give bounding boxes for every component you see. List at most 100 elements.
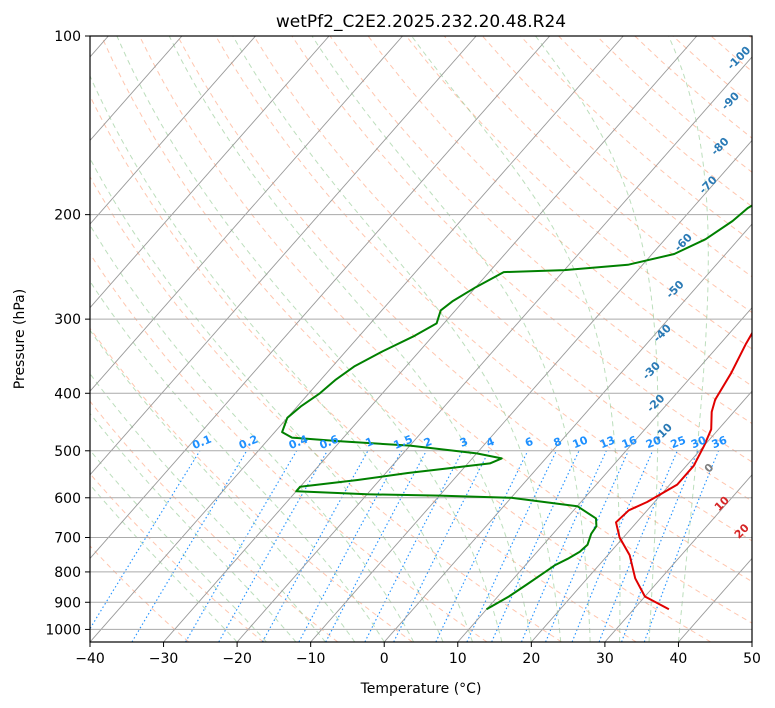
isotherm-line <box>163 36 698 642</box>
mixing-ratio-line <box>90 450 201 630</box>
mixing-ratio-label: 6 <box>523 435 535 450</box>
dry-adiabat-line <box>748 36 752 40</box>
moist-adiabat-line <box>411 36 621 642</box>
mixing-ratio-label: 4 <box>484 435 496 450</box>
isotherm-line <box>530 390 752 642</box>
moist-adiabat-line <box>90 74 473 642</box>
sounding-series <box>281 204 752 611</box>
x-axis-label: Temperature (°C) <box>360 681 482 697</box>
dry-adiabat-line <box>90 400 339 642</box>
y-tick-label: 900 <box>54 595 81 611</box>
y-tick-label: 800 <box>54 565 81 581</box>
dry-adiabat-line <box>443 36 752 314</box>
mixing-ratio-line <box>520 450 607 642</box>
dry-adiabat-line <box>558 36 752 208</box>
moist-adiabat-label: -60 <box>672 231 695 254</box>
plot-frame <box>89 35 753 643</box>
mixing-ratio-label: 20 <box>644 433 663 451</box>
moist-adiabat-label: -30 <box>640 359 663 382</box>
freezing-level-label: 0 <box>702 461 717 476</box>
dry-adiabat-line <box>90 94 637 642</box>
y-tick-label: 700 <box>54 531 81 547</box>
moist-adiabat-line <box>116 36 503 642</box>
isotherm-line <box>310 139 752 642</box>
y-axis-ticks: 100 200 300 400 500 600 700 800 900 1000 <box>45 29 90 638</box>
x-tick-label: −40 <box>75 651 105 667</box>
dry-adiabat-line <box>520 36 752 243</box>
mixing-ratio-label: 0.1 <box>190 433 213 452</box>
mixing-ratio-line <box>262 450 369 642</box>
x-tick-label: 30 <box>596 651 614 667</box>
mixing-ratio-line <box>325 450 427 642</box>
isotherm-line <box>90 36 330 309</box>
dry-adiabat-line <box>90 472 264 642</box>
dry-adiabat-line <box>139 36 752 624</box>
isotherms <box>90 36 752 642</box>
mixing-ratio-label: 13 <box>598 433 617 451</box>
mixing-ratio-line <box>435 450 529 642</box>
isotherm-line <box>751 641 752 642</box>
isotherm-line <box>90 36 256 225</box>
y-tick-label: 1000 <box>45 622 81 638</box>
moist-adiabat-label: -50 <box>663 278 686 301</box>
moist-adiabat-line <box>535 36 659 642</box>
moist-adiabats <box>90 36 709 642</box>
moist-adiabat-line <box>90 373 326 642</box>
moist-adiabat-line <box>90 484 238 642</box>
dry-adiabat-line <box>90 545 190 642</box>
isotherm-line <box>678 557 752 642</box>
mixing-ratio-line <box>298 450 403 642</box>
dry-adiabat-line <box>710 36 752 72</box>
temperature-line <box>615 331 752 611</box>
dry-adiabats <box>90 36 752 642</box>
dry-adiabat-line <box>253 36 752 502</box>
dry-adiabat-label: 40 <box>770 578 775 598</box>
y-tick-label: 500 <box>54 444 81 460</box>
dry-adiabat-line <box>90 175 562 642</box>
mixing-ratio-label: 1.5 <box>392 433 415 452</box>
pressure-gridlines <box>90 36 752 630</box>
moist-adiabat-label: -80 <box>708 135 731 158</box>
y-tick-label: 400 <box>54 386 81 402</box>
mixing-ratio-label: 8 <box>552 435 564 450</box>
x-tick-label: 10 <box>449 651 467 667</box>
isotherm-line <box>236 56 752 642</box>
dry-adiabat-line <box>329 36 752 425</box>
dry-adiabat-line <box>90 327 413 642</box>
moist-adiabat-line <box>90 157 444 642</box>
moist-adiabat-line <box>90 280 385 642</box>
mixing-ratio-label: 3 <box>458 435 470 450</box>
dry-adiabat-label: 30 <box>751 549 771 569</box>
mixing-ratio-line <box>643 450 720 642</box>
y-tick-label: 600 <box>54 491 81 507</box>
mixing-ratio-line <box>466 450 557 642</box>
isotherm-line <box>383 223 752 642</box>
isotherm-line <box>90 36 183 142</box>
moist-adiabat-label: -70 <box>697 173 720 196</box>
mixing-ratio-line <box>491 450 580 642</box>
dry-adiabat-line <box>405 36 752 350</box>
isotherm-line <box>90 36 551 560</box>
mixing-ratio-lines <box>90 450 720 642</box>
mixing-ratio-label: 1 <box>364 435 376 450</box>
moist-adiabat-label: -90 <box>719 89 742 112</box>
y-axis-label: Pressure (hPa) <box>12 289 28 389</box>
dry-adiabat-label: 10 <box>712 493 732 513</box>
dry-adiabat-line <box>177 36 752 583</box>
dry-adiabat-line <box>482 36 752 278</box>
mixing-ratio-label: 0.2 <box>237 433 260 452</box>
moist-adiabat-line <box>311 36 591 642</box>
dry-adiabat-line <box>100 36 712 642</box>
isotherm-line <box>90 36 403 392</box>
mixing-ratio-label: 10 <box>571 433 590 451</box>
mixing-ratio-line <box>621 450 699 642</box>
y-tick-label: 200 <box>54 208 81 224</box>
mixing-ratio-line <box>218 450 328 642</box>
x-tick-label: −20 <box>222 651 252 667</box>
moist-adiabat-line <box>90 449 267 642</box>
dry-adiabat-label: 20 <box>732 521 752 541</box>
x-tick-label: 20 <box>522 651 540 667</box>
mixing-ratio-line <box>598 450 678 642</box>
mixing-ratio-line <box>571 450 654 642</box>
